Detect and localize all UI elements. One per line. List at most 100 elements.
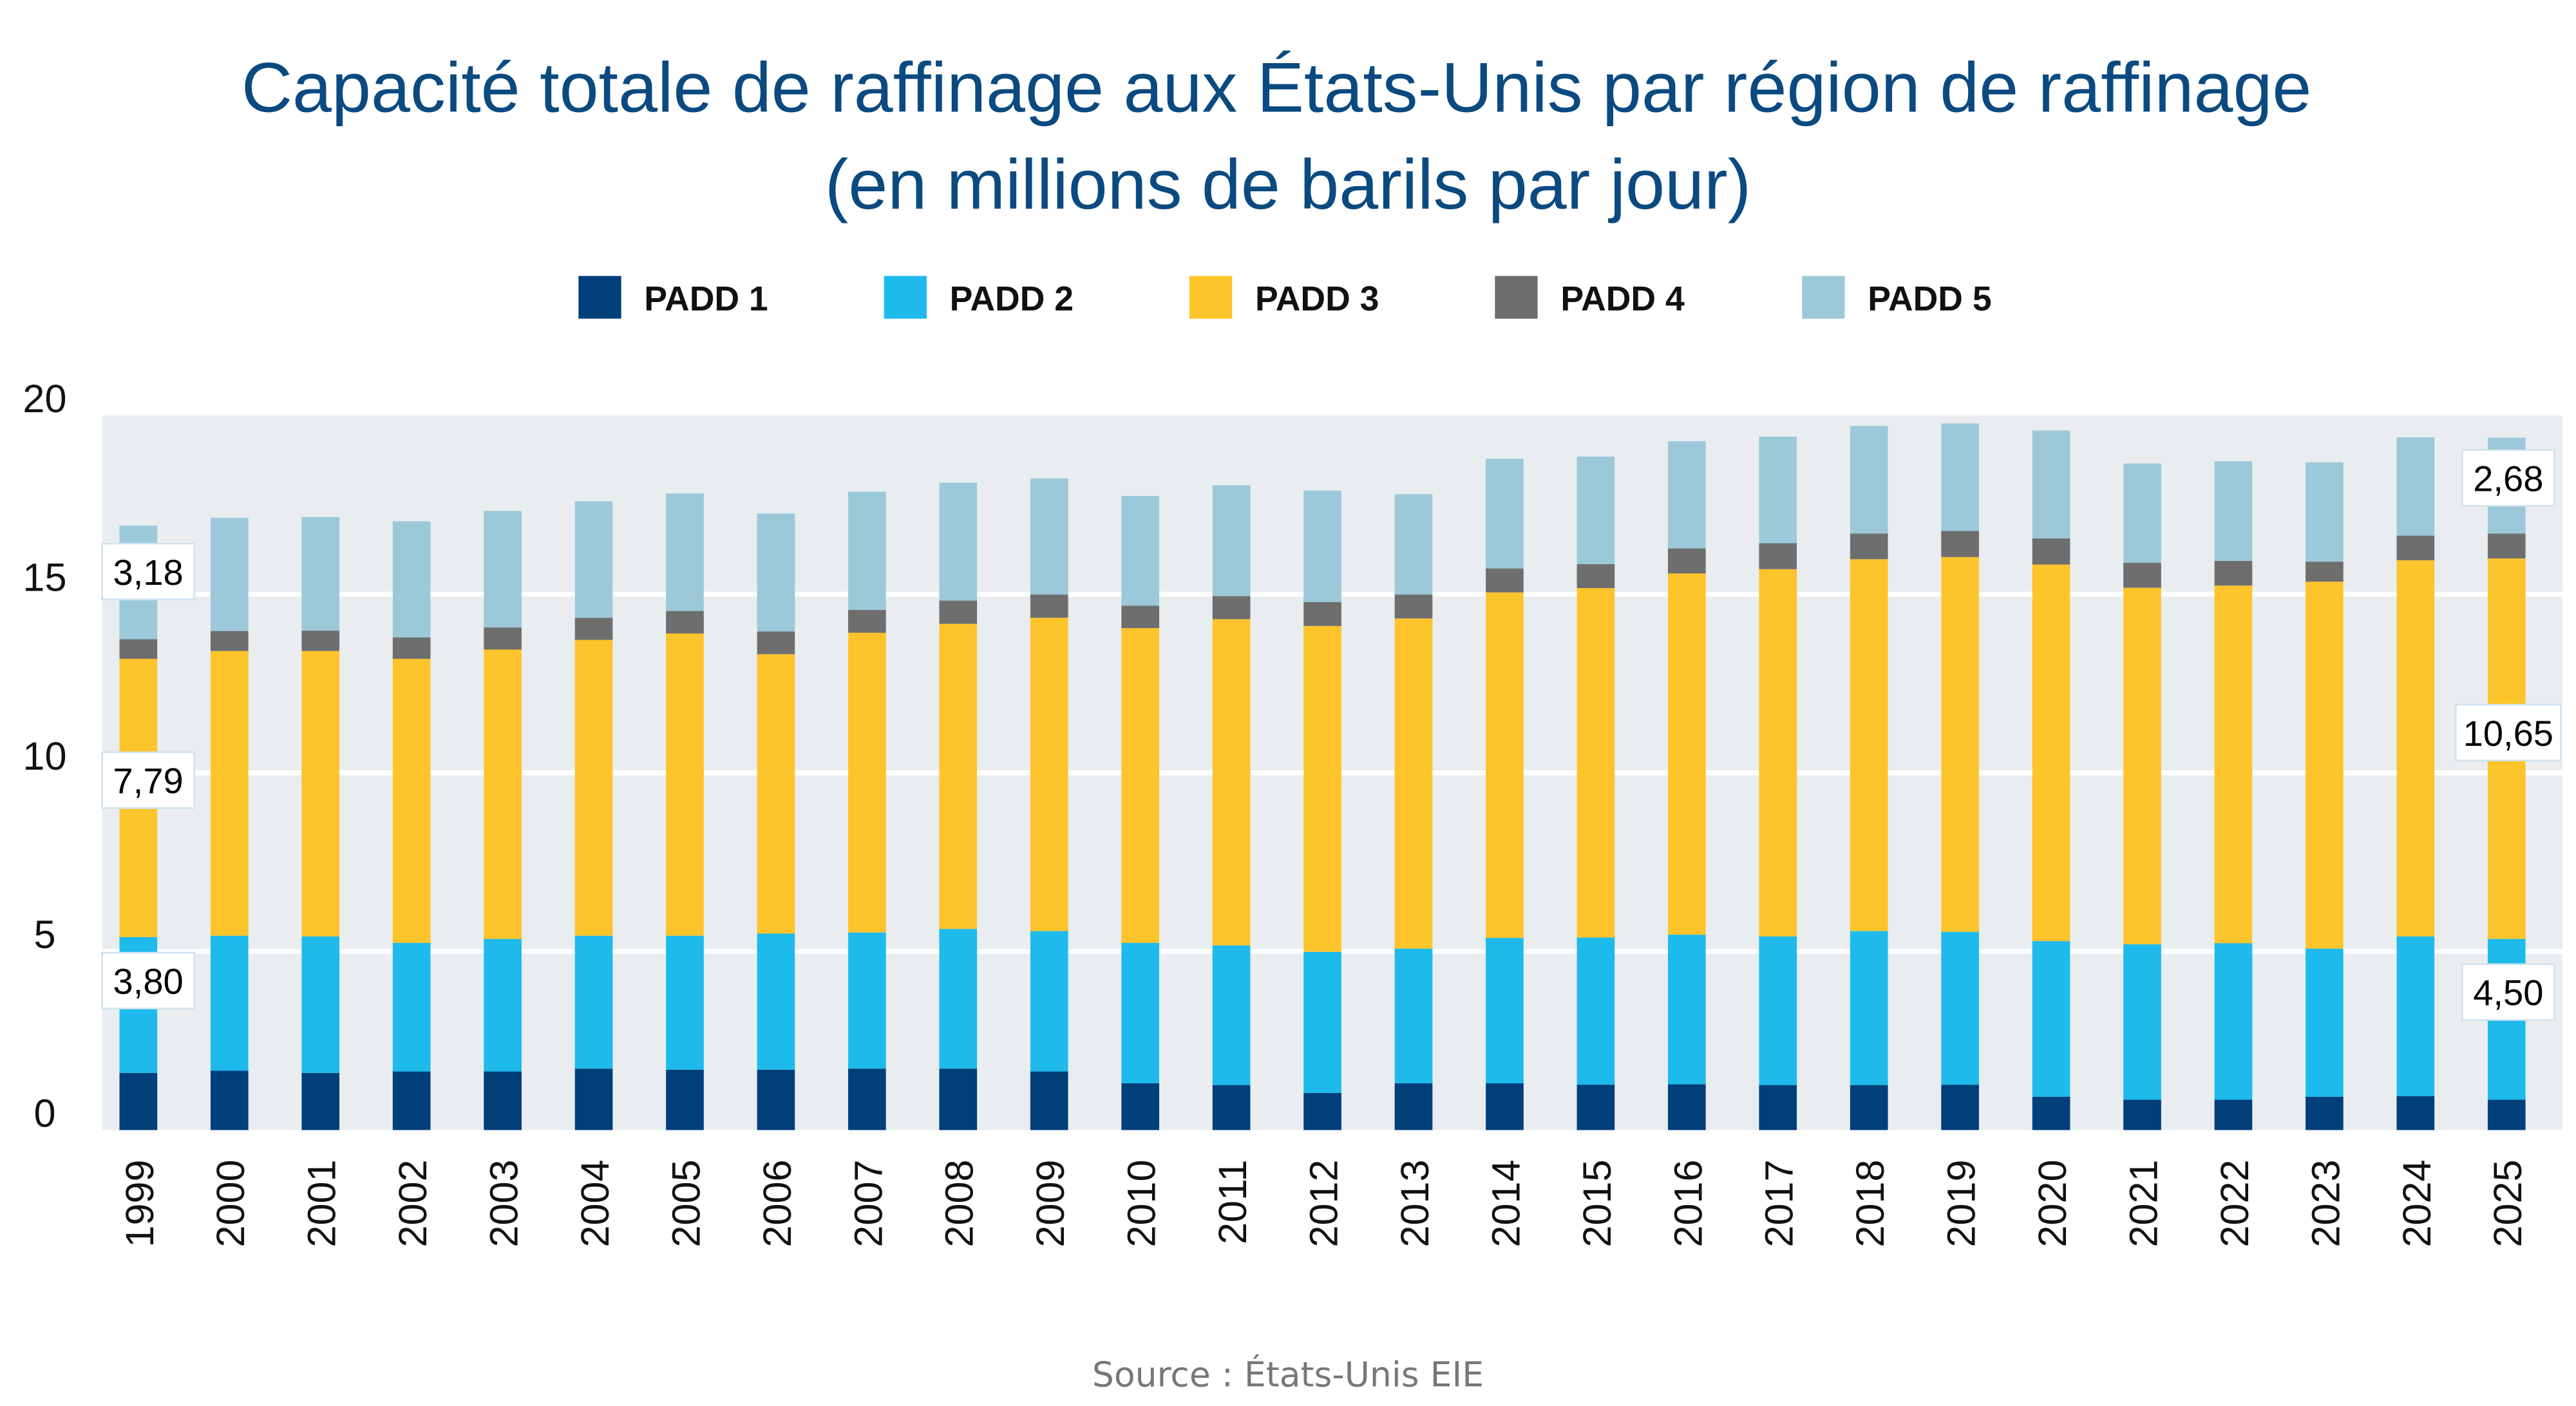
x-tick-label: 2009 xyxy=(1028,1159,1072,1247)
label-2025-padd5: 2,68 xyxy=(2473,459,2543,499)
label-1999-padd2-box xyxy=(101,951,195,1010)
bar-2007-padd1 xyxy=(848,1069,886,1130)
label-1999-padd5: 3,18 xyxy=(113,552,184,593)
bar-2023-padd3 xyxy=(2306,582,2344,949)
label-2025-padd3: 10,65 xyxy=(2463,713,2553,754)
bar-2013-padd2 xyxy=(1394,948,1433,1083)
y-tick-label: 5 xyxy=(33,913,55,956)
bar-2016-padd1 xyxy=(1667,1084,1706,1130)
bar-2016-padd3 xyxy=(1667,573,1706,935)
label-2025-padd2: 4,50 xyxy=(2473,973,2543,1013)
bar-2019-padd5 xyxy=(1941,423,1979,531)
bar-2013-padd3 xyxy=(1394,618,1433,949)
bar-2010-padd2 xyxy=(1121,942,1160,1083)
x-tick-label: 2021 xyxy=(2121,1159,2165,1247)
bar-2000-padd1 xyxy=(210,1070,249,1130)
bar-2004-padd2 xyxy=(574,935,613,1069)
bar-2020-padd3 xyxy=(2032,564,2070,942)
data-labels: 3,18 7,79 3,80 2,68 10,65 4,50 xyxy=(101,449,2562,1021)
legend-swatch-1 xyxy=(578,276,621,319)
bar-2009-padd4 xyxy=(1030,594,1068,618)
bar-2021-padd3 xyxy=(2123,587,2161,945)
bar-2004-padd3 xyxy=(574,640,613,936)
bar-2008-padd3 xyxy=(939,623,978,929)
legend-label-4: PADD 4 xyxy=(1560,280,1685,318)
bar-2011-padd5 xyxy=(1212,485,1251,596)
bar-2023-padd4 xyxy=(2306,562,2344,582)
x-tick-label: 2013 xyxy=(1393,1159,1437,1247)
bar-2010-padd3 xyxy=(1121,628,1160,943)
bar-2005-padd3 xyxy=(666,633,704,936)
bar-2025-padd1 xyxy=(2487,1099,2526,1130)
bar-2000-padd5 xyxy=(210,517,249,631)
bar-2016-padd2 xyxy=(1667,935,1706,1085)
legend-label-3: PADD 3 xyxy=(1255,280,1379,318)
bar-2003-padd5 xyxy=(484,511,522,628)
bar-2000-padd4 xyxy=(210,631,249,651)
x-tick-label: 2005 xyxy=(664,1159,708,1247)
bar-2025-padd4 xyxy=(2487,533,2526,559)
bar-2008-padd2 xyxy=(939,929,978,1069)
bar-2014-padd2 xyxy=(1486,938,1524,1083)
bar-2017-padd4 xyxy=(1759,543,1797,569)
label-2025-padd2-box xyxy=(2461,963,2555,1021)
x-tick-label: 2022 xyxy=(2213,1159,2257,1247)
x-tick-label: 1999 xyxy=(118,1159,162,1247)
bar-2024-padd2 xyxy=(2396,936,2435,1096)
bar-2016-padd4 xyxy=(1667,548,1706,574)
bar-2021-padd4 xyxy=(2123,562,2161,588)
bar-2019-padd2 xyxy=(1941,931,1979,1085)
x-tick-label: 2017 xyxy=(1757,1159,1801,1247)
x-tick-label: 2015 xyxy=(1575,1159,1619,1247)
bar-2010-padd5 xyxy=(1121,496,1160,606)
y-axis: 0 5 10 15 20 xyxy=(23,377,66,1135)
bar-2008-padd5 xyxy=(939,482,978,601)
bar-2018-padd1 xyxy=(1850,1085,1888,1130)
bar-2006-padd3 xyxy=(757,654,795,934)
bar-2015-padd2 xyxy=(1577,937,1615,1085)
x-tick-label: 2019 xyxy=(1940,1159,1984,1247)
bar-2014-padd5 xyxy=(1486,459,1524,569)
x-tick-label: 2012 xyxy=(1302,1159,1346,1247)
bar-2017-padd1 xyxy=(1759,1085,1797,1130)
bar-2013-padd4 xyxy=(1394,594,1433,619)
legend-swatch-5 xyxy=(1802,276,1845,319)
bar-2003-padd2 xyxy=(484,938,522,1072)
bar-2006-padd1 xyxy=(757,1069,795,1130)
label-2025-padd3-box xyxy=(2454,703,2562,762)
bar-2007-padd5 xyxy=(848,491,886,610)
x-tick-label: 2000 xyxy=(209,1159,252,1247)
bar-2012-padd4 xyxy=(1303,602,1341,626)
bar-2012-padd1 xyxy=(1303,1092,1341,1130)
bar-2004-padd4 xyxy=(574,618,613,640)
bar-2018-padd4 xyxy=(1850,533,1888,560)
bar-2009-padd3 xyxy=(1030,618,1068,931)
bar-2013-padd5 xyxy=(1394,494,1433,595)
bar-2019-padd4 xyxy=(1941,531,1979,557)
x-tick-label: 2018 xyxy=(1848,1159,1892,1247)
bar-2000-padd2 xyxy=(210,935,249,1071)
legend-label-2: PADD 2 xyxy=(950,280,1074,318)
bar-2002-padd1 xyxy=(392,1071,431,1130)
bar-2021-padd5 xyxy=(2123,463,2161,563)
bar-2020-padd1 xyxy=(2032,1096,2070,1130)
bar-2024-padd4 xyxy=(2396,535,2435,560)
bar-2017-padd5 xyxy=(1759,436,1797,544)
x-tick-label: 2016 xyxy=(1666,1159,1710,1247)
x-tick-label: 2007 xyxy=(846,1159,890,1247)
bar-2022-padd3 xyxy=(2214,585,2253,944)
bar-2015-padd4 xyxy=(1577,564,1615,589)
bar-2001-padd5 xyxy=(301,517,340,631)
bar-2001-padd3 xyxy=(301,651,340,936)
bar-2013-padd1 xyxy=(1394,1083,1433,1130)
bar-2019-padd3 xyxy=(1941,556,1979,932)
source-note: Source : États-Unis EIE xyxy=(1092,1354,1484,1394)
x-tick-label: 2010 xyxy=(1120,1159,1164,1247)
bar-2014-padd3 xyxy=(1486,592,1524,938)
bar-2023-padd1 xyxy=(2306,1096,2344,1130)
bar-2011-padd4 xyxy=(1212,596,1251,620)
x-axis: 1999 2000 2001 2002 2003 2004 2005 2006 2007 2008… xyxy=(118,1159,2530,1247)
bar-2009-padd2 xyxy=(1030,931,1068,1072)
bar-2021-padd2 xyxy=(2123,944,2161,1100)
bar-2009-padd5 xyxy=(1030,478,1068,595)
